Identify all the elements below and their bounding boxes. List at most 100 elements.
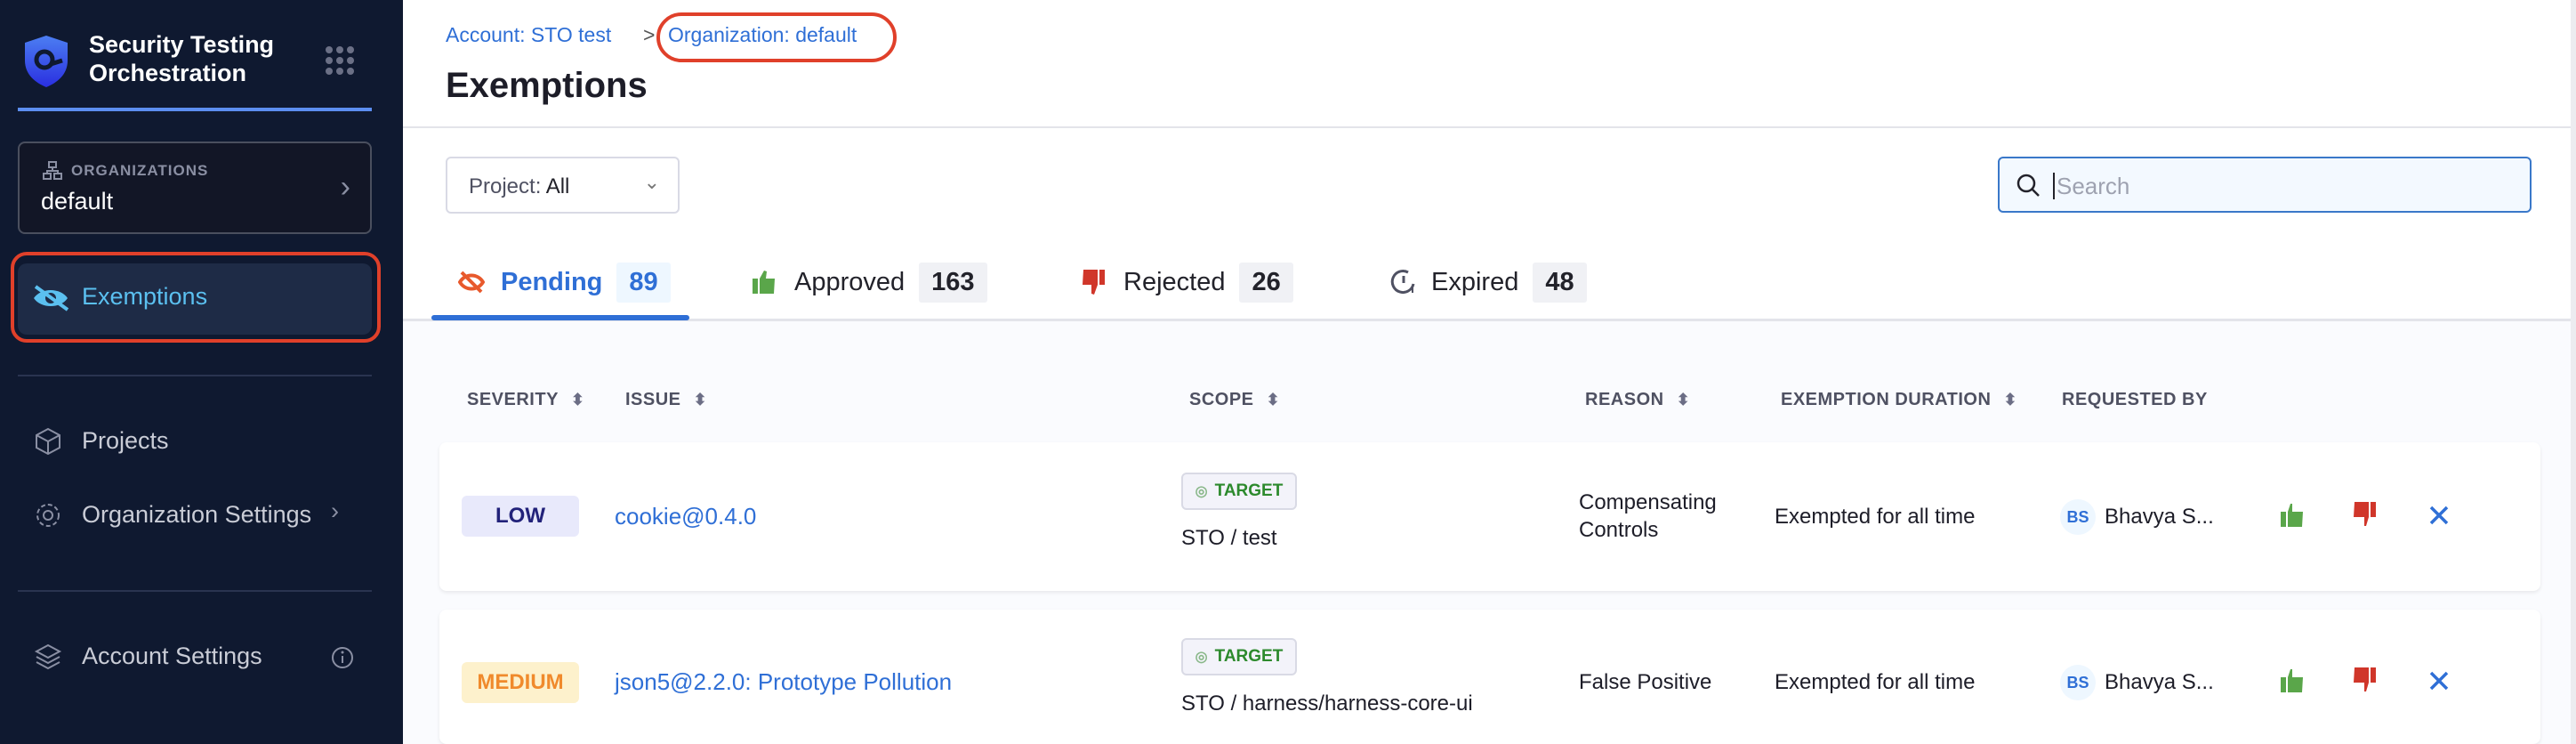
- scope-tag-label: TARGET: [1214, 647, 1284, 666]
- avatar: BS: [2060, 499, 2096, 535]
- page-header: [403, 0, 2576, 126]
- column-label: REASON: [1585, 390, 1664, 409]
- reason: Compensating Controls: [1579, 489, 1717, 544]
- sidebar-item-account-settings[interactable]: Account Settings: [18, 635, 372, 676]
- issue-link[interactable]: cookie@0.4.0: [615, 503, 757, 530]
- column-label: REQUESTED BY: [2062, 390, 2208, 409]
- sort-icon: ⬍: [570, 391, 585, 408]
- highlight-outline: [11, 252, 381, 343]
- title-line: Orchestration: [89, 60, 247, 86]
- org-value: default: [41, 188, 114, 214]
- column-header-exemption-duration[interactable]: EXEMPTION DURATION ⬍: [1781, 390, 2017, 410]
- requester-name: Bhavya S...: [2105, 670, 2214, 694]
- sort-icon: ⬍: [693, 391, 708, 408]
- sto-logo-icon: [25, 36, 68, 87]
- tab-expired[interactable]: Expired 48: [1390, 256, 1587, 308]
- exemption-duration: Exempted for all time: [1775, 505, 1976, 529]
- issue-link[interactable]: json5@2.2.0: Prototype Pollution: [615, 668, 953, 695]
- filter-label: Project:: [469, 174, 542, 198]
- reject-thumbs-down-icon[interactable]: [2352, 667, 2377, 693]
- chevron-down-icon: ⌄: [643, 171, 660, 193]
- thumbs-down-icon: [1083, 270, 1105, 295]
- reason-line: Compensating: [1579, 490, 1717, 514]
- sidebar-item-label: Projects: [82, 427, 169, 454]
- breadcrumb-separator: >: [643, 23, 656, 46]
- column-header-issue[interactable]: ISSUE ⬍: [625, 390, 707, 410]
- approve-thumbs-up-icon[interactable]: [2280, 668, 2305, 693]
- tab-label: Expired: [1431, 267, 1519, 296]
- sidebar-item-label: Account Settings: [82, 643, 262, 669]
- app-grid-icon[interactable]: [326, 46, 354, 75]
- reject-thumbs-down-icon[interactable]: [2352, 501, 2377, 528]
- approve-thumbs-up-icon[interactable]: [2280, 503, 2305, 528]
- tab-label: Rejected: [1123, 267, 1226, 296]
- main-content: Account: STO test > Organization: defaul…: [403, 0, 2576, 744]
- column-label: EXEMPTION DURATION: [1781, 390, 1992, 409]
- search-icon: [2017, 174, 2040, 197]
- active-tab-indicator: [431, 315, 689, 320]
- sort-icon: ⬍: [1266, 391, 1281, 408]
- thumbs-up-icon: [753, 271, 775, 294]
- breadcrumb-organization-link[interactable]: Organization: default: [668, 23, 857, 46]
- active-module-indicator: [18, 108, 372, 111]
- divider: [403, 126, 2576, 128]
- info-icon[interactable]: [331, 646, 354, 669]
- gear-icon: [36, 504, 60, 527]
- hierarchy-icon: [43, 161, 62, 180]
- breadcrumb-account-link[interactable]: Account: STO test: [446, 23, 612, 46]
- reason: False Positive: [1579, 668, 1711, 696]
- search-placeholder: Search: [2053, 173, 2130, 199]
- sidebar: Security Testing Orchestration ORGANIZATI…: [0, 0, 403, 744]
- column-header-scope[interactable]: SCOPE ⬍: [1189, 390, 1280, 410]
- table-row[interactable]: MEDIUM json5@2.2.0: Prototype Pollution …: [439, 610, 2540, 744]
- scope-value: STO / test: [1181, 526, 1277, 550]
- sidebar-item-label: Organization Settings: [82, 501, 312, 528]
- column-label: SEVERITY: [467, 390, 559, 409]
- close-icon[interactable]: [2428, 670, 2450, 691]
- title-line: Security Testing: [89, 31, 275, 58]
- divider: [18, 375, 372, 376]
- divider: [403, 319, 2576, 321]
- exemption-duration: Exempted for all time: [1775, 670, 1976, 694]
- tab-approved[interactable]: Approved 163: [752, 256, 987, 308]
- tab-count: 48: [1533, 262, 1587, 303]
- tab-count: 26: [1239, 262, 1293, 303]
- search-input[interactable]: Search: [1998, 157, 2532, 213]
- tab-label: Pending: [501, 267, 603, 296]
- sort-icon: ⬍: [1676, 391, 1691, 408]
- target-icon: ◎: [1195, 650, 1208, 665]
- requester-name: Bhavya S...: [2105, 505, 2214, 529]
- reason-line: Controls: [1579, 518, 1659, 542]
- module-title: Security Testing Orchestration: [89, 30, 274, 87]
- tab-rejected[interactable]: Rejected 26: [1081, 256, 1293, 308]
- severity-badge: MEDIUM: [462, 662, 579, 703]
- expired-clock-icon: [1390, 270, 1415, 295]
- avatar: BS: [2060, 665, 2096, 700]
- tab-count: 163: [919, 262, 987, 303]
- table-row[interactable]: LOW cookie@0.4.0 ◎ TARGET STO / test Comp…: [439, 442, 2540, 591]
- scope-tag-label: TARGET: [1214, 481, 1284, 500]
- sidebar-item-label: Exemptions: [82, 283, 208, 310]
- scrollbar[interactable]: [2571, 0, 2576, 744]
- page-title: Exemptions: [446, 66, 648, 105]
- reason-line: False Positive: [1579, 670, 1712, 694]
- organization-selector[interactable]: ORGANIZATIONS default ›: [18, 142, 372, 234]
- chevron-right-icon: ›: [340, 170, 350, 204]
- sidebar-item-organization-settings[interactable]: Organization Settings ›: [18, 494, 372, 535]
- scope-tag: ◎ TARGET: [1181, 638, 1297, 675]
- column-header-requested-by: REQUESTED BY: [2062, 390, 2208, 410]
- eye-slash-icon: [458, 271, 485, 294]
- tab-label: Approved: [794, 267, 906, 296]
- sidebar-item-projects[interactable]: Projects: [18, 420, 372, 461]
- column-header-severity[interactable]: SEVERITY ⬍: [467, 390, 585, 410]
- column-header-reason[interactable]: REASON ⬍: [1585, 390, 1690, 410]
- sidebar-item-exemptions[interactable]: Exemptions: [18, 263, 372, 335]
- scope-value: STO / harness/harness-core-ui: [1181, 691, 1473, 716]
- tab-pending[interactable]: Pending 89: [458, 256, 671, 308]
- divider: [18, 590, 372, 592]
- eye-slash-icon: [34, 285, 69, 311]
- scope-tag: ◎ TARGET: [1181, 473, 1297, 510]
- close-icon[interactable]: [2428, 505, 2450, 526]
- cube-icon: [36, 427, 60, 456]
- project-filter-dropdown[interactable]: Project: All ⌄: [446, 157, 680, 214]
